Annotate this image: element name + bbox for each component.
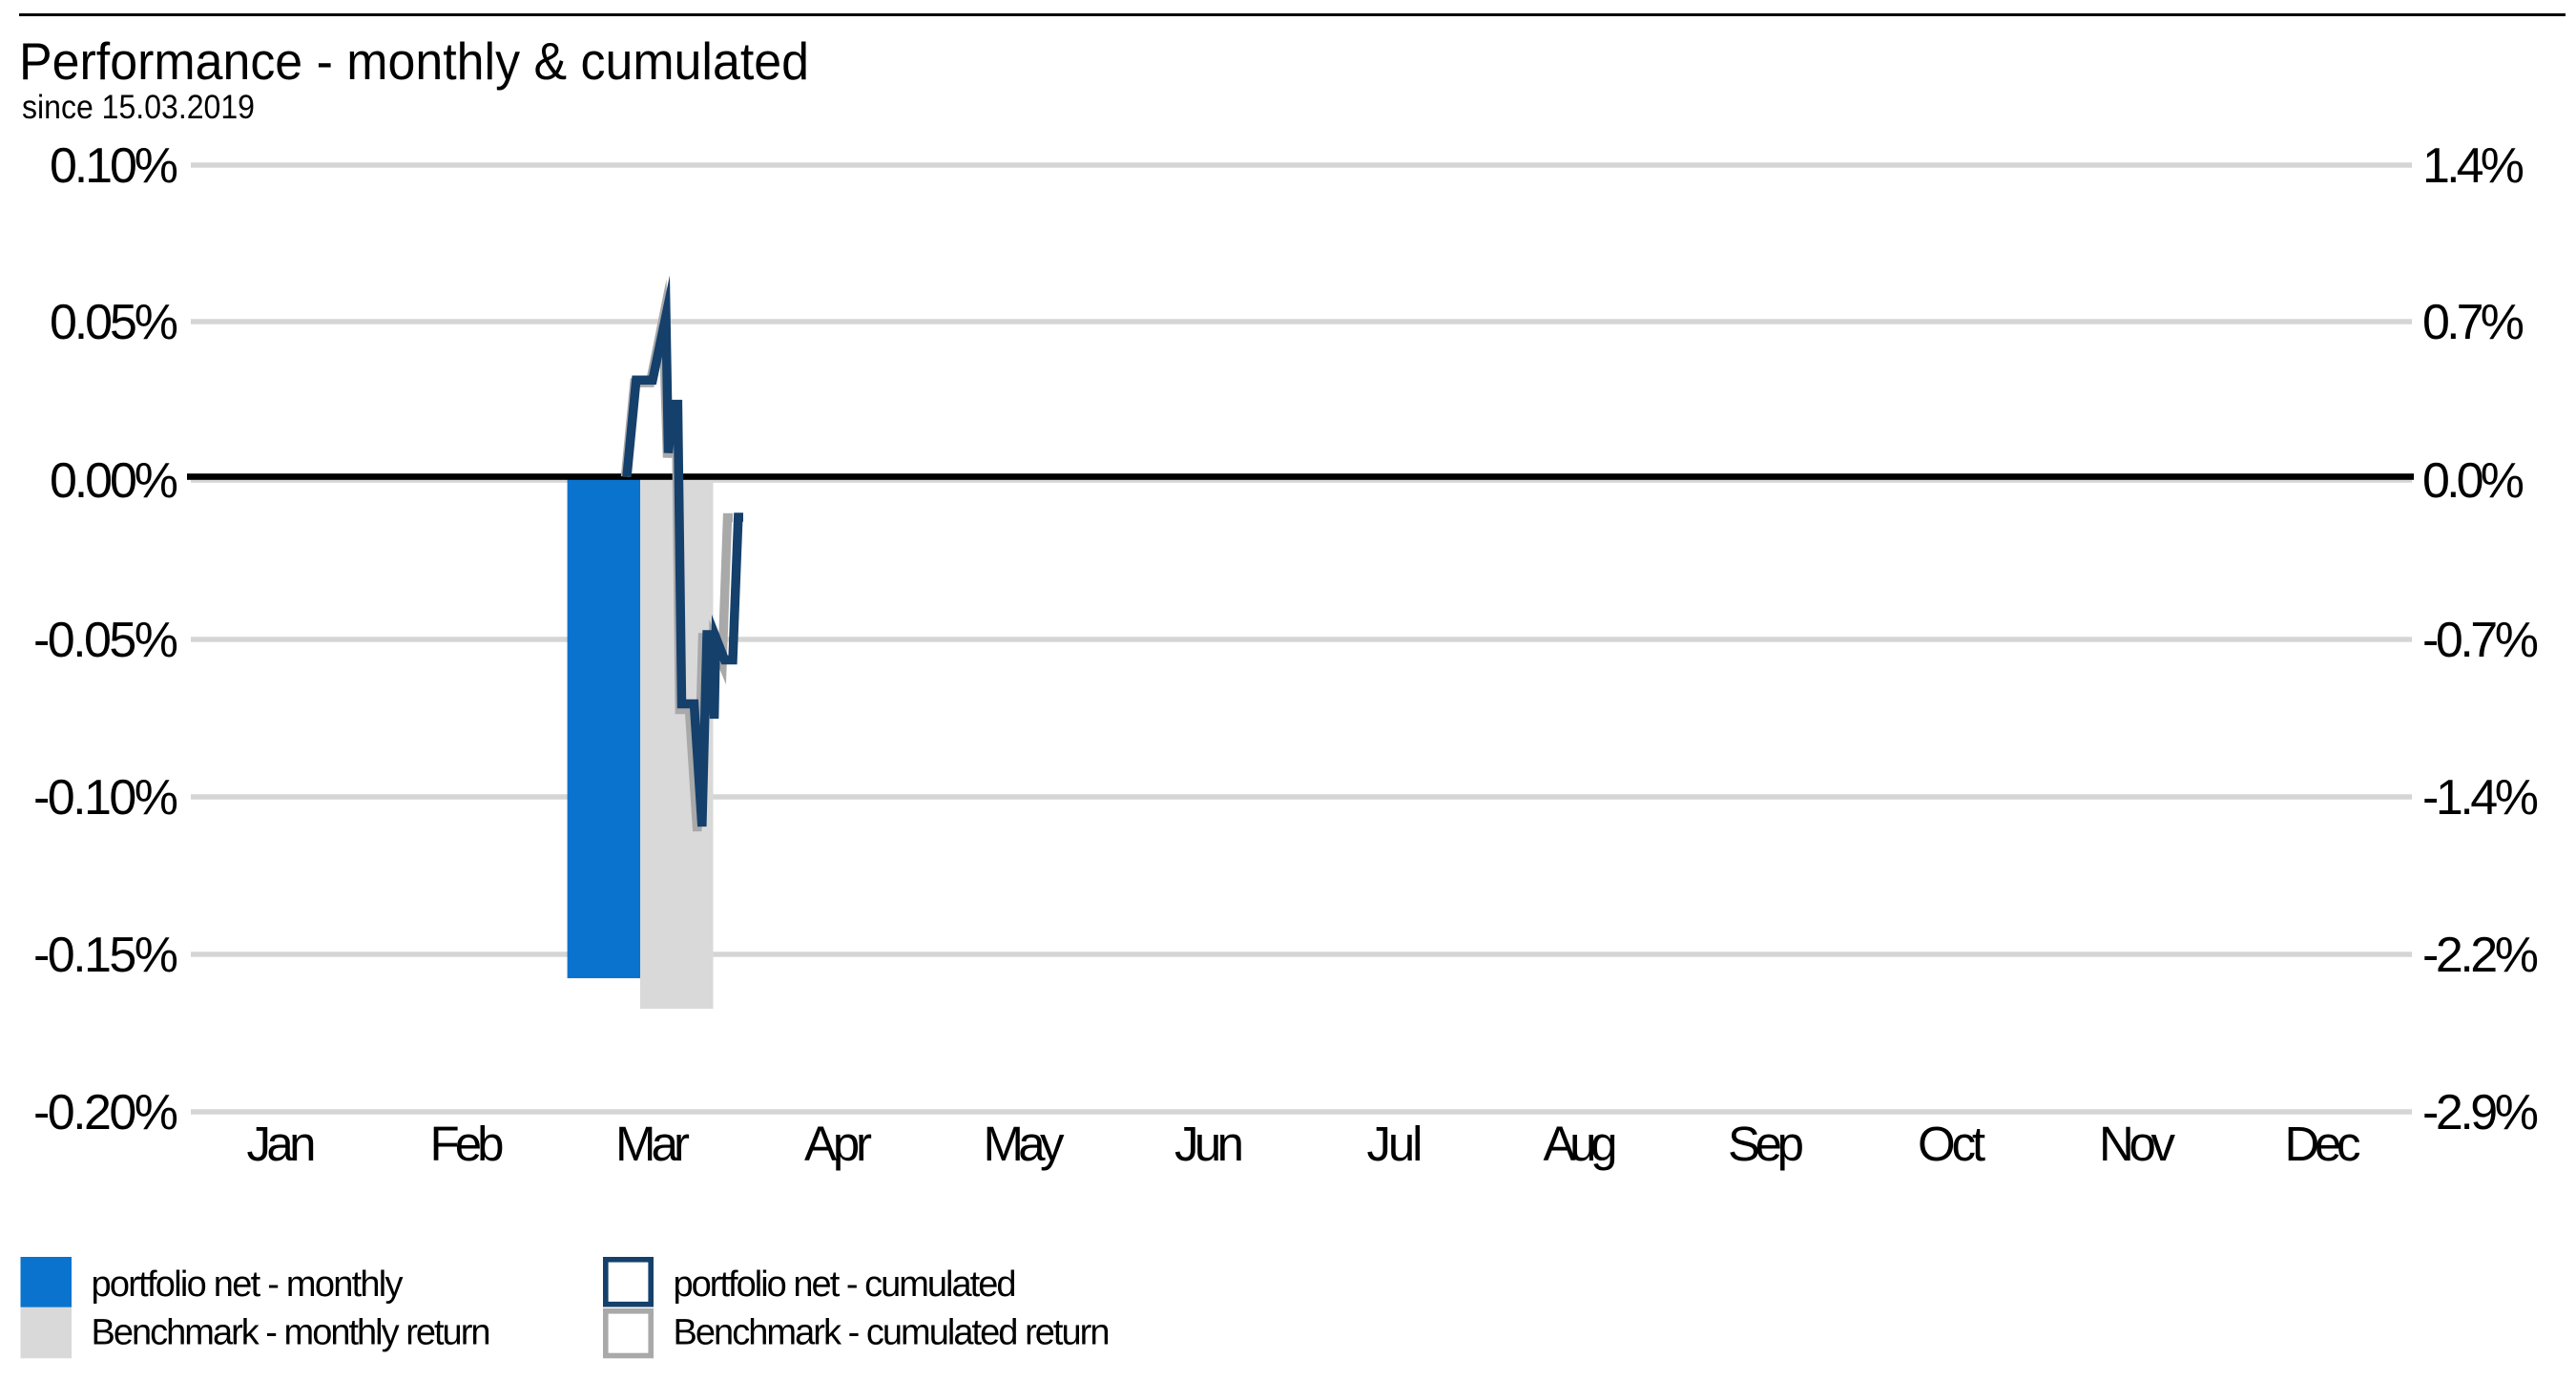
svg-text:0.7%: 0.7% [2422, 295, 2524, 350]
svg-text:-0.15%: -0.15% [33, 928, 178, 983]
svg-text:-0.20%: -0.20% [33, 1085, 178, 1140]
svg-text:portfolio net - cumulated: portfolio net - cumulated [674, 1265, 1017, 1305]
svg-text:Jul: Jul [1367, 1117, 1423, 1171]
svg-text:Apr: Apr [804, 1117, 872, 1171]
svg-text:Jan: Jan [247, 1117, 317, 1171]
svg-text:0.0%: 0.0% [2422, 453, 2524, 509]
svg-text:-0.10%: -0.10% [33, 770, 178, 826]
svg-text:Jun: Jun [1174, 1117, 1244, 1171]
svg-text:1.4%: 1.4% [2422, 138, 2524, 194]
svg-text:Benchmark - monthly return: Benchmark - monthly return [92, 1313, 491, 1353]
svg-text:May: May [984, 1117, 1066, 1171]
svg-text:since 15.03.2019: since 15.03.2019 [22, 89, 255, 126]
svg-text:Dec: Dec [2285, 1117, 2361, 1171]
svg-text:-2.9%: -2.9% [2422, 1085, 2539, 1140]
svg-text:-1.4%: -1.4% [2422, 770, 2539, 826]
svg-text:portfolio net - monthly: portfolio net - monthly [92, 1265, 404, 1305]
svg-text:0.10%: 0.10% [50, 138, 178, 194]
svg-text:Aug: Aug [1544, 1117, 1618, 1171]
svg-text:Nov: Nov [2099, 1117, 2176, 1171]
svg-text:-0.05%: -0.05% [33, 613, 178, 668]
svg-text:-2.2%: -2.2% [2422, 928, 2539, 983]
svg-text:-0.7%: -0.7% [2422, 613, 2539, 668]
svg-text:0.05%: 0.05% [50, 295, 178, 350]
svg-text:Performance - monthly & cumula: Performance - monthly & cumulated [19, 31, 809, 91]
svg-text:Benchmark - cumulated return: Benchmark - cumulated return [674, 1313, 1111, 1353]
svg-text:Oct: Oct [1918, 1117, 1985, 1171]
svg-text:Feb: Feb [430, 1117, 505, 1171]
svg-text:0.00%: 0.00% [50, 453, 178, 509]
svg-text:Sep: Sep [1728, 1117, 1804, 1171]
svg-text:Mar: Mar [615, 1117, 690, 1171]
